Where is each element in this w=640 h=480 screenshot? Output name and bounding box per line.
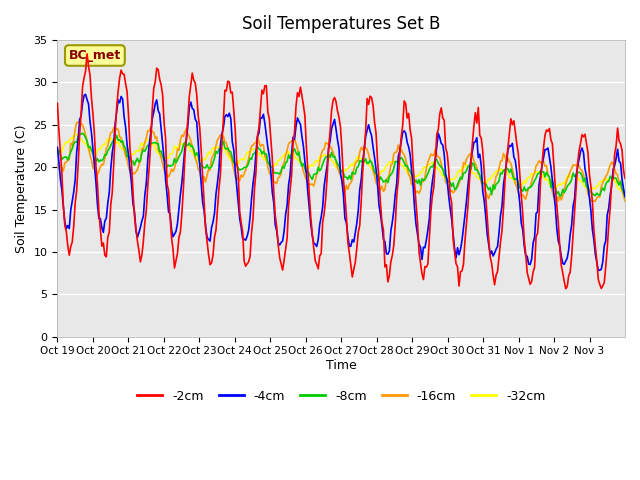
- Y-axis label: Soil Temperature (C): Soil Temperature (C): [15, 124, 28, 252]
- Legend: -2cm, -4cm, -8cm, -16cm, -32cm: -2cm, -4cm, -8cm, -16cm, -32cm: [132, 384, 550, 408]
- X-axis label: Time: Time: [326, 359, 356, 372]
- Text: BC_met: BC_met: [68, 49, 121, 62]
- Title: Soil Temperatures Set B: Soil Temperatures Set B: [242, 15, 440, 33]
